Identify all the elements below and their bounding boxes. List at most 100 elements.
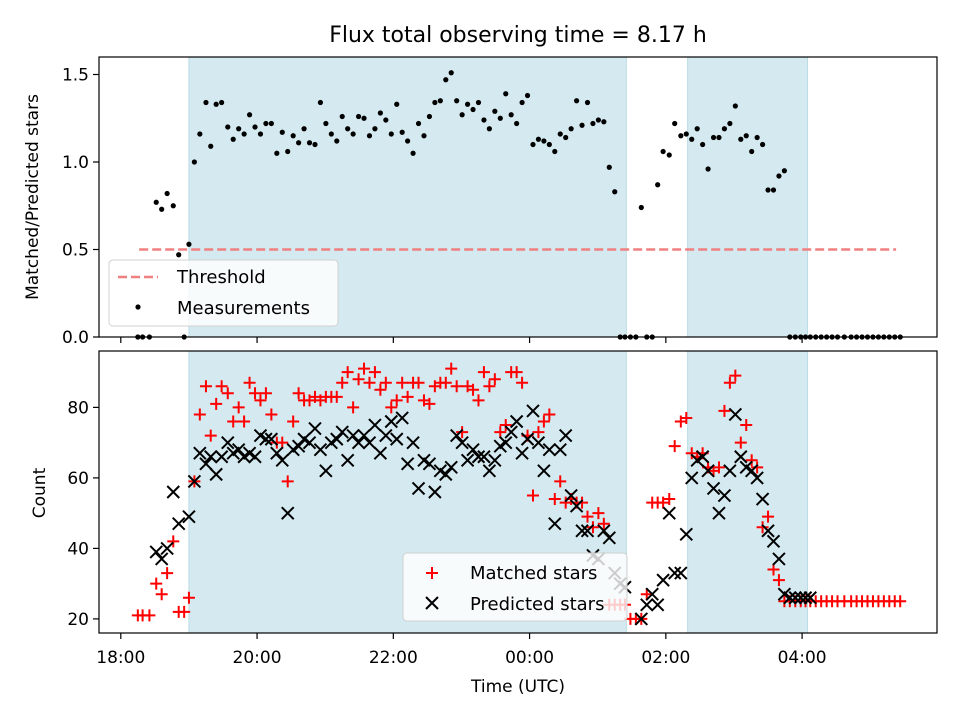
ratio-legend: Threshold Measurements	[108, 259, 339, 327]
matched-star-point	[401, 390, 414, 403]
x-tick-label: 18:00	[96, 648, 145, 668]
count-y-tick-label: 60	[67, 469, 89, 489]
predicted-star-point	[667, 566, 682, 580]
measurement-point	[470, 106, 476, 113]
predicted-star-point	[685, 471, 699, 485]
matched-star-point	[439, 376, 452, 389]
measurement-point	[738, 136, 744, 142]
predicted-star-point	[422, 457, 437, 471]
predicted-star-point	[580, 524, 595, 538]
measurements-legend-swatch	[135, 304, 141, 310]
measurement-point	[225, 124, 231, 130]
matched-star-point	[347, 401, 360, 414]
matched-star-point	[472, 394, 485, 407]
measurement-point	[366, 133, 373, 139]
matched-star-point	[718, 404, 731, 417]
predicted-star-point	[640, 598, 654, 612]
predicted-star-point	[597, 524, 611, 538]
measurement-point	[497, 115, 503, 121]
count-legend: Matched stars Predicted stars	[402, 552, 628, 622]
measurement-point	[710, 134, 717, 141]
matched-star-point	[221, 387, 234, 400]
matched-star-point	[150, 577, 163, 590]
predicted-star-point	[384, 414, 398, 429]
matched-star-point	[281, 475, 294, 488]
matched-star-point	[723, 376, 736, 389]
predicted-star-point	[275, 453, 289, 467]
predicted-star-point	[706, 481, 721, 496]
ratio-panel: 0.0 0.5 1.0 1.5 Matched/Predicted stars Thr…	[23, 56, 938, 348]
matched-star-point	[532, 426, 545, 439]
measurement-point	[705, 166, 711, 172]
matched-star-point	[597, 517, 610, 530]
matched-star-point	[456, 426, 469, 439]
observing-window-2	[687, 350, 809, 634]
ratio-y-axis: 0.0 0.5 1.0 1.5	[62, 66, 99, 348]
ratio-y-axis-label: Matched/Predicted stars	[23, 94, 43, 300]
matched-star-point	[210, 397, 223, 410]
matched-star-point	[265, 408, 278, 421]
measurement-point	[481, 117, 487, 123]
predicted-star-point	[379, 428, 393, 443]
matched-star-point	[178, 605, 191, 618]
measurement-point	[535, 136, 542, 142]
measurement-point	[306, 140, 313, 146]
ratio-legend-box	[108, 259, 339, 327]
predicted-star-point	[542, 442, 557, 457]
measurement-point	[426, 113, 433, 120]
ratio-y-tick-label: 0.0	[62, 328, 89, 348]
predicted-star-point	[750, 471, 764, 485]
matched-star-point	[232, 401, 245, 414]
predicted-star-point	[499, 435, 513, 450]
matched-star-point	[352, 373, 365, 386]
measurement-point	[421, 133, 427, 139]
measurement-point	[213, 101, 219, 107]
matched-star-point	[581, 510, 594, 523]
predicted-star-point	[734, 450, 748, 464]
matched-star-point	[537, 415, 550, 428]
x-tick-label: 22:00	[369, 648, 418, 668]
matched-star-point	[445, 362, 458, 375]
matched-star-point	[155, 588, 168, 601]
predicted-star-point	[455, 435, 469, 450]
predicted-star-point	[182, 509, 196, 524]
measurement-point	[694, 126, 700, 132]
measurement-point	[590, 120, 596, 127]
measurement-point	[541, 138, 547, 144]
predicted-star-point	[477, 450, 491, 464]
measurement-point	[568, 126, 574, 132]
count-legend-box	[402, 552, 628, 622]
matched-star-point	[227, 415, 240, 428]
matched-star-point	[368, 366, 381, 379]
predicted-star-point	[390, 432, 404, 446]
measurement-point	[781, 168, 787, 174]
measurement-point	[716, 134, 722, 141]
predicted-star-point	[209, 467, 223, 482]
predicted-star-point	[400, 457, 415, 471]
measurement-point	[552, 148, 558, 155]
matched-star-point	[548, 493, 561, 506]
predicted-star-point	[231, 442, 246, 457]
predicted-star-point	[406, 435, 420, 450]
predicted-star-point	[794, 591, 808, 605]
predicted-star-point	[214, 450, 229, 464]
measurement-point	[405, 138, 411, 144]
measurement-point	[530, 141, 536, 148]
measurement-point	[486, 126, 492, 132]
measurement-point	[241, 131, 247, 137]
predicted-star-point	[656, 573, 670, 587]
count-x-axis: 18:00 20:00 22:00 00:00 02:00 04:00	[96, 633, 827, 668]
matched-star-point	[396, 376, 409, 389]
predicted-star-point	[270, 446, 284, 460]
measurement-point	[721, 126, 728, 132]
matched-star-point	[374, 383, 387, 396]
measurement-point	[770, 187, 777, 193]
matched-star-point	[379, 376, 392, 389]
measurement-point	[323, 120, 329, 127]
matched-star-point	[894, 595, 907, 608]
measurement-point	[186, 241, 192, 247]
predicted-star-point	[537, 464, 551, 478]
ratio-y-tick-label: 1.0	[62, 153, 89, 173]
predicted-star-point	[755, 492, 770, 506]
matched-star-point	[167, 535, 180, 548]
